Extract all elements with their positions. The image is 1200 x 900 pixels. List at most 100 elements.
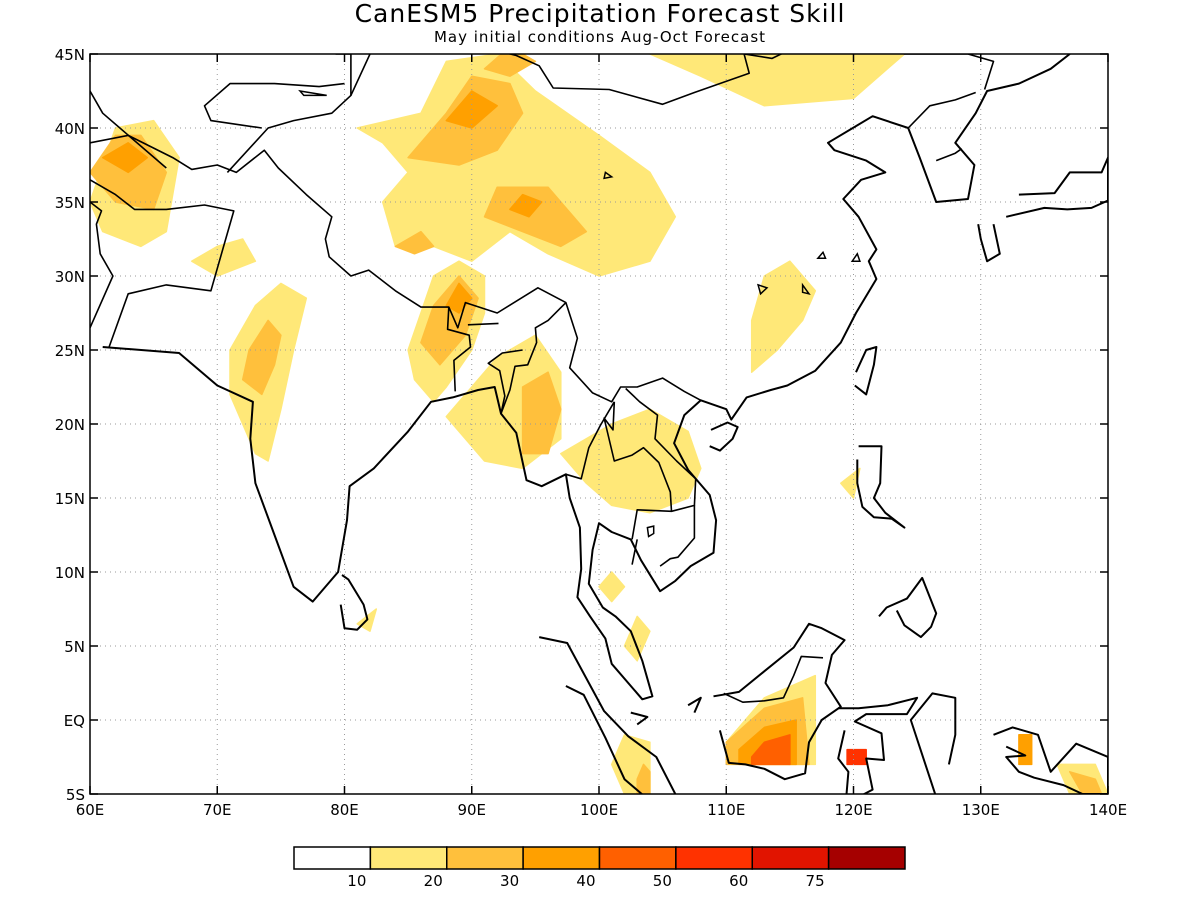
country-border [507, 54, 784, 106]
colorbar-swatch [675, 846, 753, 870]
colorbar-swatch [293, 846, 372, 870]
lat-tick-label: 15N [55, 490, 85, 508]
country-border [659, 505, 696, 567]
inland-water [603, 171, 614, 180]
lon-tick-label: 100E [580, 801, 618, 819]
skill-region-level-1 [356, 54, 677, 277]
chart-subtitle: May initial conditions Aug-Oct Forecast [433, 28, 767, 46]
country-border [487, 349, 523, 414]
coastline [339, 574, 369, 631]
country-border [90, 201, 114, 329]
lat-tick-label: 5N [64, 638, 85, 656]
colorbar-swatch [827, 846, 906, 870]
lon-tick-label: 110E [707, 801, 745, 819]
country-border [226, 54, 352, 173]
lat-tick-label: EQ [64, 712, 85, 730]
coastline [993, 726, 1108, 794]
inland-water [816, 250, 827, 259]
country-border [500, 302, 567, 414]
skill-region-level-5 [846, 748, 867, 766]
inland-water [646, 525, 655, 538]
map-plot-area [90, 54, 1108, 794]
skill-region-level-2 [394, 230, 435, 255]
country-border [90, 134, 702, 403]
coastline [709, 421, 739, 452]
skill-region-level-2 [483, 186, 588, 248]
skill-region-level-3 [101, 142, 149, 174]
skill-shading [90, 54, 1108, 794]
coastlines [90, 54, 1108, 794]
country-border [625, 387, 697, 513]
country-border [90, 90, 167, 169]
coastline [630, 711, 649, 726]
chart-title: CanESM5 Precipitation Forecast Skill [354, 0, 846, 28]
colorbar-label: 30 [500, 872, 519, 890]
coastline [1005, 156, 1108, 218]
inland-water [756, 283, 769, 296]
colorbar-swatch [522, 846, 601, 870]
lat-tick-label: 35N [55, 194, 85, 212]
colorbar-swatch [446, 846, 524, 870]
lat-tick-label: 40N [55, 120, 85, 138]
coastline [977, 223, 1001, 263]
country-border [723, 655, 824, 704]
colorbar-swatch [598, 846, 677, 870]
country-border [901, 54, 995, 90]
colorbar-label: 50 [653, 872, 672, 890]
country-border [631, 539, 638, 565]
lon-tick-label: 130E [962, 801, 1000, 819]
skill-region-level-1 [750, 260, 817, 373]
colorbar-swatch [751, 846, 830, 870]
inland-water [298, 89, 327, 97]
lat-tick-label: 45N [55, 46, 85, 64]
lat-tick-label: 30N [55, 268, 85, 286]
country-border [603, 401, 673, 540]
lon-tick-label: 120E [834, 801, 872, 819]
country-border [467, 322, 499, 326]
map-axes: 60E 70E 80E 90E 100E 110E 120E 130E 140E 45N 40N 35… [55, 46, 1127, 819]
inland-water [850, 252, 861, 262]
skill-region-level-2 [636, 763, 651, 794]
coastline [878, 576, 938, 639]
skill-region-level-3 [445, 282, 473, 314]
colorbar: 10 20 30 40 50 60 75 [293, 846, 906, 890]
skill-region-level-2 [521, 371, 562, 455]
coastline [837, 696, 919, 794]
lat-tick-label: 5S [66, 786, 85, 804]
coastline [856, 445, 906, 529]
lat-tick-label: 10N [55, 564, 85, 582]
lon-tick-label: 60E [76, 801, 105, 819]
skill-region-level-1 [623, 615, 651, 662]
colorbar-label: 10 [347, 872, 366, 890]
lat-tick-label: 25N [55, 342, 85, 360]
coastline [854, 346, 878, 396]
skill-region-level-1 [521, 54, 906, 107]
country-border [907, 91, 976, 129]
colorbar-label: 20 [424, 872, 443, 890]
coastline [538, 636, 677, 794]
country-border [350, 54, 371, 96]
colorbar-label: 75 [806, 872, 825, 890]
skill-region-level-2 [483, 54, 537, 77]
skill-region-level-1 [191, 238, 257, 277]
colorbar-label: 40 [576, 872, 595, 890]
coastline [713, 622, 846, 781]
skill-region-level-4 [750, 734, 791, 766]
country-border [90, 179, 235, 348]
lon-tick-label: 80E [330, 801, 359, 819]
country-border [446, 307, 472, 392]
country-border [565, 401, 615, 480]
coastline [909, 692, 957, 794]
country-border [935, 148, 963, 162]
skill-region-level-3 [1018, 734, 1033, 766]
inland-water [801, 282, 811, 295]
colorbar-swatch [369, 846, 448, 870]
lon-tick-label: 90E [457, 801, 486, 819]
country-border [203, 82, 345, 129]
lon-tick-label: 140E [1089, 801, 1127, 819]
skill-region-level-1 [598, 571, 626, 603]
lat-tick-label: 20N [55, 416, 85, 434]
colorbar-label: 60 [729, 872, 748, 890]
skill-region-level-2 [1069, 771, 1103, 794]
